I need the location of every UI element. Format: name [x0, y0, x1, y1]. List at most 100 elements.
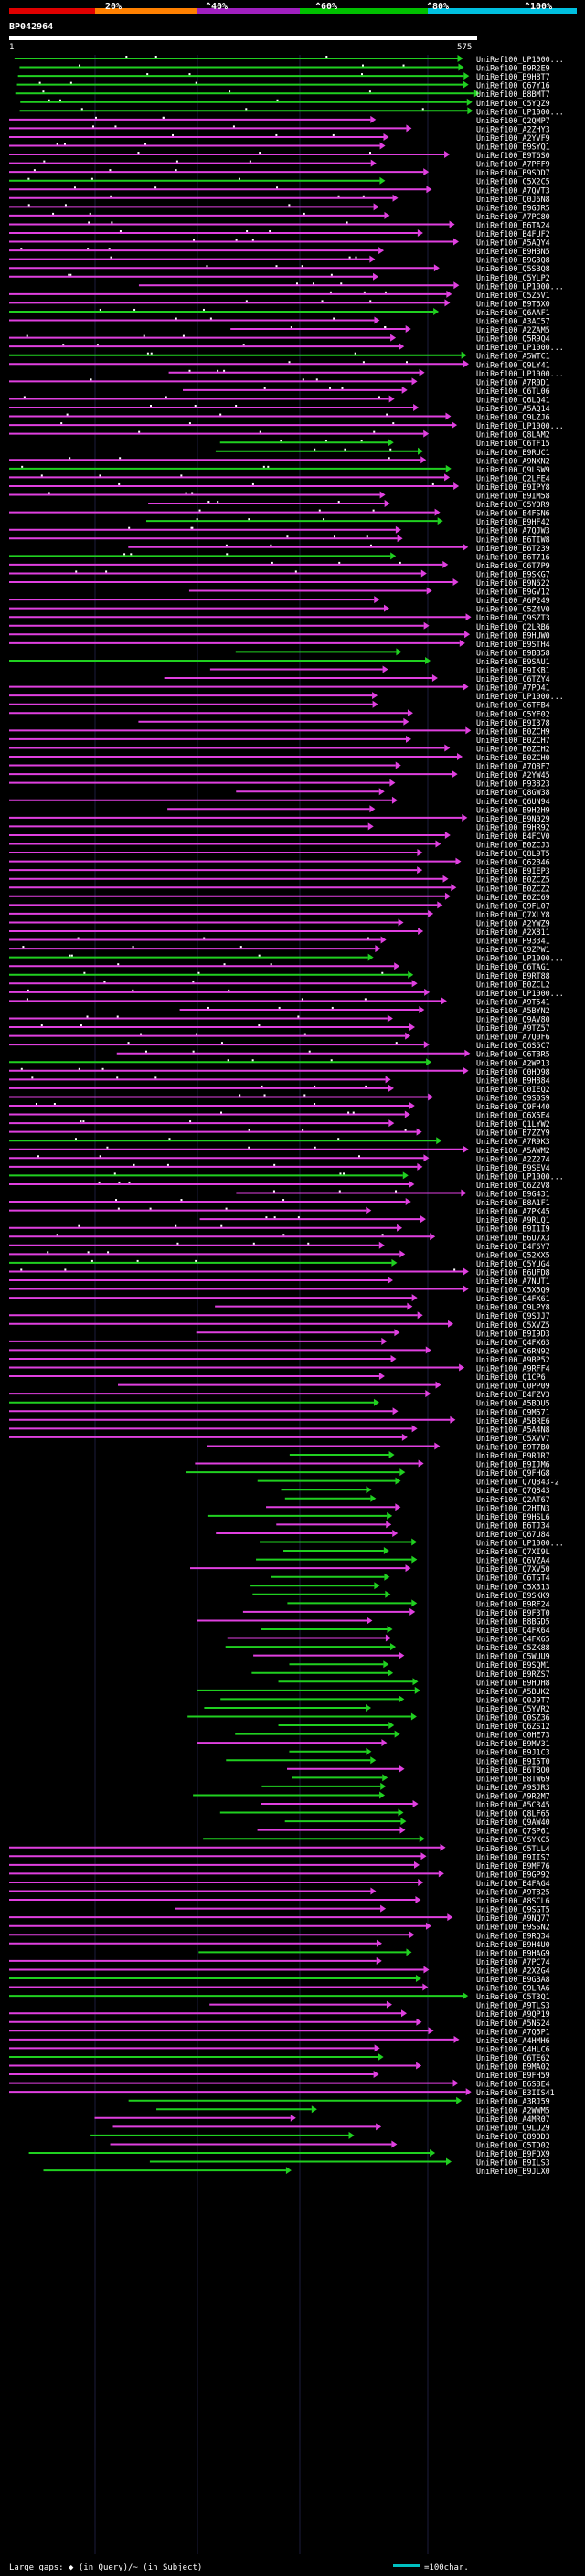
hit-row[interactable]: UniRef100_C5YQZ9	[20, 98, 550, 108]
hit-row[interactable]: UniRef100_UP1000...	[260, 1538, 564, 1548]
hit-label[interactable]: UniRef100_Q2LRB6	[476, 622, 550, 631]
hit-label[interactable]: UniRef100_B9N622	[476, 578, 550, 588]
hit-row[interactable]: UniRef100_Q4FX65	[227, 1634, 550, 1644]
hit-label[interactable]: UniRef100_B0ZCH7	[476, 736, 550, 745]
hit-row[interactable]: UniRef100_A7QJW3	[9, 525, 550, 535]
hit-row[interactable]: UniRef100_B9IM58	[9, 491, 550, 501]
hit-row[interactable]: UniRef100_A2X2G4	[9, 1966, 550, 1975]
hit-row[interactable]: UniRef100_C5YOR9	[148, 500, 550, 509]
hit-label[interactable]: UniRef100_Q5R9Q4	[476, 334, 550, 344]
hit-row[interactable]: UniRef100_Q9ZPW1	[9, 945, 550, 954]
hit-label[interactable]: UniRef100_B9MF76	[476, 1861, 550, 1871]
hit-label[interactable]: UniRef100_Q8LF65	[476, 1809, 550, 1818]
hit-row[interactable]: UniRef100_Q8GW38	[236, 788, 550, 797]
hit-row[interactable]: UniRef100_A9NXN2	[9, 456, 550, 465]
hit-row[interactable]: UniRef100_B9I1I9	[9, 1224, 550, 1234]
hit-label[interactable]: UniRef100_Q9ZPW1	[476, 945, 550, 954]
hit-label[interactable]: UniRef100_B9SKK9	[476, 1591, 550, 1600]
hit-row[interactable]: UniRef100_B6TJ34	[276, 1521, 550, 1530]
hit-row[interactable]: UniRef100_B9IEP3	[9, 866, 550, 875]
hit-row[interactable]: UniRef100_B9FQX9	[28, 2149, 550, 2158]
hit-row[interactable]: UniRef100_A5A4N8	[9, 1425, 550, 1434]
hit-row[interactable]: UniRef100_B4FZV3	[9, 1390, 550, 1399]
hit-label[interactable]: UniRef100_B9I5T0	[476, 1756, 550, 1765]
hit-label[interactable]: UniRef100_A9NXN2	[476, 456, 550, 465]
hit-row[interactable]: UniRef100_C6TBR5	[116, 1049, 550, 1059]
hit-row[interactable]: UniRef100_A7R9K3	[9, 1137, 550, 1146]
hit-row[interactable]: UniRef100_A7R0D1	[9, 377, 550, 387]
hit-row[interactable]: UniRef100_Q6S5C7	[9, 1041, 550, 1050]
hit-label[interactable]: UniRef100_C6TE62	[476, 2053, 550, 2062]
hit-label[interactable]: UniRef100_A7PFF9	[476, 160, 550, 169]
hit-label[interactable]: UniRef100_UP1000...	[476, 989, 564, 998]
hit-label[interactable]: UniRef100_UP1000...	[476, 107, 564, 116]
hit-row[interactable]: UniRef100_A9RFF4	[9, 1363, 550, 1373]
hit-row[interactable]: UniRef100_B9GJR5	[9, 203, 550, 212]
hit-row[interactable]: UniRef100_UP1000...	[9, 343, 564, 352]
hit-row[interactable]: UniRef100_P93341	[9, 936, 550, 946]
hit-row[interactable]: UniRef100_B8BMT7	[15, 90, 550, 99]
hit-label[interactable]: UniRef100_Q6ZS12	[476, 1722, 550, 1731]
hit-label[interactable]: UniRef100_A4MR07	[476, 2115, 550, 2124]
hit-label[interactable]: UniRef100_A9RFF4	[476, 1364, 550, 1373]
hit-label[interactable]: UniRef100_B6UFD8	[476, 1267, 550, 1277]
hit-label[interactable]: UniRef100_Q89OD3	[476, 2132, 550, 2141]
hit-row[interactable]: UniRef100_A9NQ77	[9, 1913, 550, 1923]
hit-row[interactable]: UniRef100_B8BGD5	[197, 1617, 550, 1626]
hit-label[interactable]: UniRef100_A4HMH6	[476, 2036, 550, 2045]
hit-label[interactable]: UniRef100_Q6S5C7	[476, 1041, 550, 1050]
hit-label[interactable]: UniRef100_C6TBR5	[476, 1050, 550, 1059]
hit-row[interactable]: UniRef100_C5XVZ5	[9, 1320, 550, 1330]
hit-row[interactable]: UniRef100_B9H2H9	[167, 805, 550, 814]
hit-label[interactable]: UniRef100_B9RF24	[476, 1599, 550, 1608]
hit-label[interactable]: UniRef100_UP1000...	[476, 954, 564, 963]
hit-row[interactable]: UniRef100_B9H884	[9, 1076, 550, 1085]
hit-label[interactable]: UniRef100_A7R9K3	[476, 1137, 550, 1146]
hit-label[interactable]: UniRef100_Q6X5E4	[476, 1111, 550, 1120]
hit-row[interactable]: UniRef100_B9RF24	[287, 1599, 550, 1608]
hit-row[interactable]: UniRef100_C6TFB4	[9, 700, 550, 710]
hit-label[interactable]: UniRef100_B9RT88	[476, 971, 550, 981]
hit-row[interactable]: UniRef100_B9RZS7	[251, 1669, 550, 1679]
hit-row[interactable]: UniRef100_B9SAU1	[9, 656, 550, 666]
hit-row[interactable]: UniRef100_B4FAG4	[9, 1878, 550, 1888]
hit-label[interactable]: UniRef100_B9IEP3	[476, 866, 550, 875]
hit-label[interactable]: UniRef100_B4FSN6	[476, 509, 550, 518]
hit-row[interactable]: UniRef100_A4HMH6	[9, 2035, 550, 2045]
hit-row[interactable]: UniRef100_B4FSN6	[9, 508, 550, 518]
hit-label[interactable]: UniRef100_B9HBN5	[476, 247, 550, 256]
hit-row[interactable]: UniRef100_C5Z4V0	[9, 604, 550, 614]
hit-label[interactable]: UniRef100_A9TLS3	[476, 2001, 550, 2010]
hit-label[interactable]: UniRef100_Q5SBQ8	[476, 264, 550, 273]
hit-label[interactable]: UniRef100_C5YLP2	[476, 273, 550, 282]
hit-label[interactable]: UniRef100_A2ZHY3	[476, 124, 550, 133]
hit-row[interactable]: UniRef100_B9RUC1	[215, 447, 550, 457]
hit-row[interactable]: UniRef100_A7PC80	[9, 211, 550, 221]
hit-label[interactable]: UniRef100_B9JLX0	[476, 2167, 550, 2176]
hit-label[interactable]: UniRef100_UP1000...	[476, 55, 564, 64]
hit-row[interactable]: UniRef100_A7QVT3	[9, 186, 550, 195]
hit-row[interactable]: UniRef100_B9IPY8	[9, 482, 550, 492]
hit-row[interactable]: UniRef100_B9HUW0	[9, 631, 550, 640]
hit-row[interactable]: UniRef100_B0ZCH7	[9, 735, 550, 745]
hit-row[interactable]: UniRef100_Q9FL07	[9, 901, 550, 910]
hit-row[interactable]: UniRef100_Q9SJJ7	[9, 1311, 550, 1320]
hit-label[interactable]: UniRef100_UP1000...	[476, 1539, 564, 1548]
hit-label[interactable]: UniRef100_C5YQZ9	[476, 99, 550, 108]
hit-row[interactable]: UniRef100_B9STH4	[9, 639, 550, 649]
hit-label[interactable]: UniRef100_A5BYN2	[476, 1006, 550, 1015]
hit-label[interactable]: UniRef100_B9MA02	[476, 2062, 550, 2072]
hit-label[interactable]: UniRef100_Q67Y16	[476, 81, 550, 90]
hit-row[interactable]: UniRef100_Q6UN94	[9, 796, 550, 806]
hit-label[interactable]: UniRef100_Q9LRA6	[476, 1984, 550, 1993]
hit-row[interactable]: UniRef100_B9IIS7	[9, 1852, 550, 1861]
hit-label[interactable]: UniRef100_Q1CP6	[476, 1373, 546, 1382]
hit-label[interactable]: UniRef100_UP1000...	[476, 369, 564, 378]
hit-row[interactable]: UniRef100_Q9AW40	[284, 1818, 550, 1827]
hit-row[interactable]: UniRef100_Q0J9T7	[220, 1695, 550, 1704]
hit-row[interactable]: UniRef100_B9HF42	[145, 517, 550, 526]
hit-row[interactable]: UniRef100_C6TGT4	[271, 1573, 550, 1583]
hit-label[interactable]: UniRef100_A7Q5P1	[476, 2027, 550, 2036]
hit-row[interactable]: UniRef100_B9BB58	[235, 648, 550, 657]
hit-row[interactable]: UniRef100_Q6ZS12	[278, 1722, 550, 1731]
